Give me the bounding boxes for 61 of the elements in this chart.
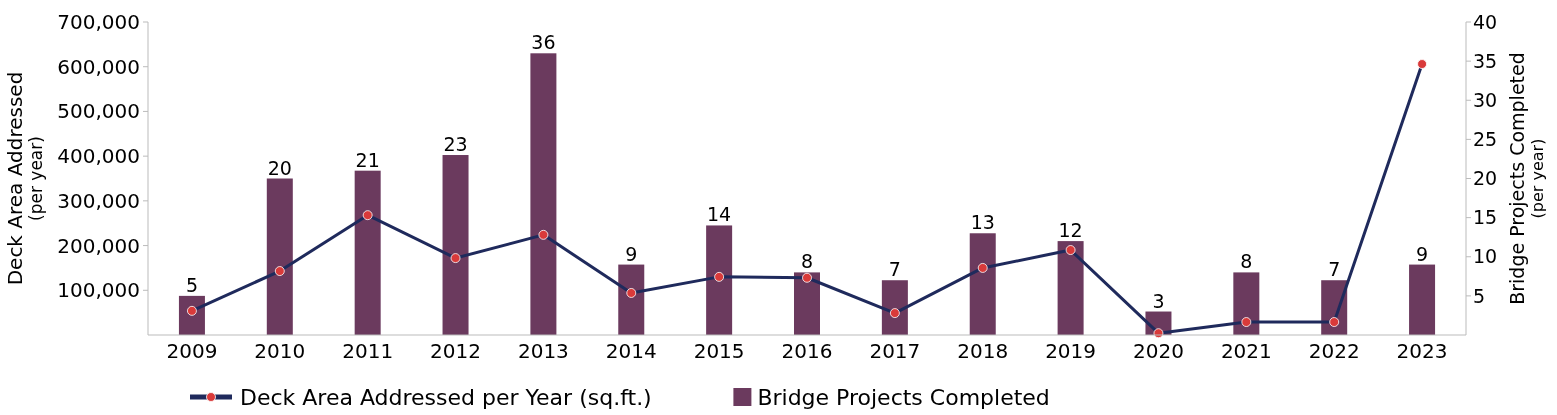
x-tick-label: 2011 xyxy=(342,339,394,363)
x-tick-label: 2016 xyxy=(781,339,833,363)
data-label: 9 xyxy=(625,242,638,265)
data-label: 5 xyxy=(185,273,198,296)
x-tick-label: 2018 xyxy=(957,339,1009,363)
bar xyxy=(442,155,469,335)
data-label: 36 xyxy=(531,31,556,54)
y2-tick-label: 25 xyxy=(1473,128,1498,151)
data-label: 14 xyxy=(707,203,732,226)
bar xyxy=(881,280,908,335)
bar xyxy=(530,53,557,335)
data-label: 20 xyxy=(267,156,292,179)
data-label: 8 xyxy=(800,250,814,273)
x-tick-label: 2019 xyxy=(1045,339,1097,363)
x-tick-label: 2017 xyxy=(869,339,921,363)
y-tick-label: 300,000 xyxy=(57,188,140,213)
x-tick-label: 2014 xyxy=(605,339,657,363)
y2-tick-label: 5 xyxy=(1473,284,1486,307)
y-axis-title: Deck Area Addressed (per year) xyxy=(3,71,46,286)
data-label: 7 xyxy=(888,258,901,281)
y-tick-label: 500,000 xyxy=(57,99,140,124)
x-tick-label: 2023 xyxy=(1396,339,1448,363)
bar xyxy=(1409,264,1436,335)
data-label: 9 xyxy=(1416,242,1429,265)
y2-tick-label: 20 xyxy=(1473,167,1498,190)
bar xyxy=(1233,272,1260,335)
data-label: 13 xyxy=(970,211,995,234)
data-label: 8 xyxy=(1240,250,1253,273)
y2-tick-label: 35 xyxy=(1473,49,1498,72)
data-label: 23 xyxy=(443,133,468,156)
x-tick-label: 2013 xyxy=(517,339,569,363)
data-label: 3 xyxy=(1152,289,1165,312)
y2-tick-label: 30 xyxy=(1473,88,1498,111)
x-tick-label: 2020 xyxy=(1133,339,1184,363)
bar xyxy=(618,264,645,335)
y-tick-label: 400,000 xyxy=(57,144,140,169)
x-tick-label: 2021 xyxy=(1220,339,1272,363)
y2-axis-title: Bridge Projects Completed (per year) xyxy=(1506,52,1547,305)
x-tick-label: 2009 xyxy=(166,339,218,363)
y-tick-label: 600,000 xyxy=(57,54,140,79)
bar xyxy=(794,272,820,335)
x-tick-label: 2010 xyxy=(254,339,306,363)
bar xyxy=(266,178,293,335)
bar xyxy=(706,225,733,335)
y-tick-label: 100,000 xyxy=(57,278,140,303)
y2-tick-label: 40 xyxy=(1473,10,1498,33)
y2-tick-label: 10 xyxy=(1473,245,1498,268)
legend-label: Bridge Projects Completed xyxy=(757,384,1050,410)
y-tick-label: 200,000 xyxy=(57,233,140,258)
bar xyxy=(354,170,381,335)
bar xyxy=(1057,241,1084,335)
x-tick-label: 2012 xyxy=(430,339,481,363)
y2-tick-label: 15 xyxy=(1473,206,1498,229)
x-tick-label: 2015 xyxy=(693,339,745,363)
legend-label: Deck Area Addressed per Year (sq.ft.) xyxy=(240,384,652,410)
x-tick-label: 2022 xyxy=(1308,339,1360,363)
bar xyxy=(969,233,996,335)
data-label: 7 xyxy=(1328,258,1341,281)
data-label: 21 xyxy=(355,148,380,171)
data-label: 12 xyxy=(1058,219,1083,242)
y-tick-label: 700,000 xyxy=(57,10,140,34)
